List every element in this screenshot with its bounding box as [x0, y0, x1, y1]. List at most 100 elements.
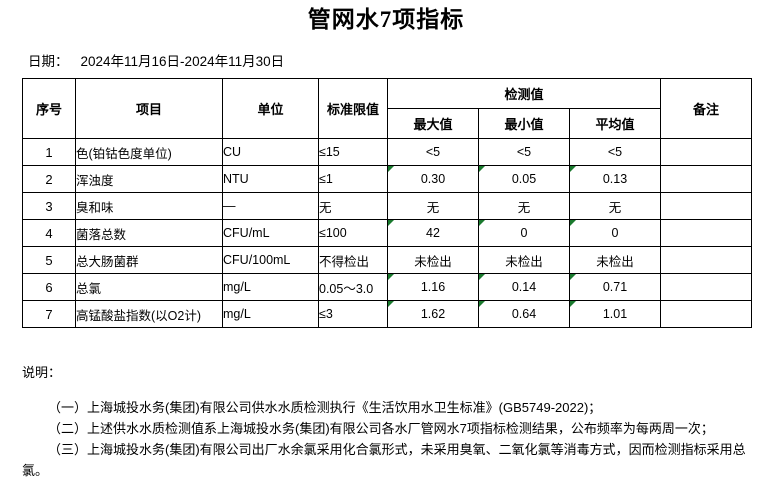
column-header-remark: 备注	[660, 78, 753, 139]
cell-remark	[660, 192, 753, 220]
cell-remark	[660, 138, 753, 166]
note-item: （二）上述供水水质检测值系上海城投水务(集团)有限公司各水厂管网水7项指标检测结…	[48, 421, 714, 437]
cell-avg-value: 1.01	[568, 300, 662, 328]
cell-remark	[660, 219, 753, 247]
table-row: 4 菌落总数 CFU/mL ≤100 42 0 0	[22, 219, 753, 247]
cell-min-value: 0.14	[478, 273, 570, 301]
table-row: 6 总氯 mg/L 0.05～3.0 1.16 0.14 0.71	[22, 273, 753, 301]
cell-item: 臭和味	[75, 192, 223, 220]
cell-max-value: 1.16	[387, 273, 479, 301]
table-row: 2 浑浊度 NTU ≤1 0.30 0.05 0.13	[22, 165, 753, 193]
cell-unit: —	[222, 192, 319, 220]
metrics-table-container: 序号 项目 单位 标准限值 检测值 备注 最大值 最小值 平均值 1 色(铂钴色度…	[0, 70, 772, 328]
date-label: 日期：	[28, 54, 69, 69]
notes-section: 说明： （一）上海城投水务(集团)有限公司供水水质检测执行《生活饮用水卫生标准》…	[0, 328, 772, 481]
cell-max-value: 无	[387, 192, 479, 220]
cell-max-value: 未检出	[387, 246, 479, 274]
cell-unit: mg/L	[222, 300, 319, 328]
table-row: 7 高锰酸盐指数(以O2计) mg/L ≤3 1.62 0.64 1.01	[22, 300, 753, 328]
column-header-min: 最小值	[478, 108, 570, 139]
cell-index: 6	[22, 273, 76, 301]
cell-index: 4	[22, 219, 76, 247]
note-item: （三）上海城投水务(集团)有限公司出厂水余氯采用化合氯形式，未采用臭氧、二氧化氯…	[22, 442, 746, 479]
cell-avg-value: 0.13	[568, 165, 662, 193]
table-header: 序号 项目 单位 标准限值 检测值 备注 最大值 最小值 平均值	[22, 78, 753, 139]
text-number-warning-icon	[570, 274, 576, 280]
cell-avg-value: <5	[568, 138, 662, 166]
cell-limit: ≤15	[318, 138, 388, 166]
cell-max-value: 42	[387, 219, 479, 247]
cell-min-value: <5	[478, 138, 570, 166]
cell-avg-value: 0	[568, 219, 662, 247]
table-header-row-2: 最大值 最小值 平均值	[23, 108, 752, 139]
cell-limit: 0.05～3.0	[318, 273, 388, 301]
cell-unit: CU	[222, 138, 319, 166]
text-number-warning-icon	[479, 220, 485, 226]
cell-index: 7	[22, 300, 76, 328]
column-header-index: 序号	[22, 78, 76, 139]
cell-item: 总氯	[75, 273, 223, 301]
cell-min-value: 0.05	[478, 165, 570, 193]
cell-avg-value: 无	[568, 192, 662, 220]
cell-item: 高锰酸盐指数(以O2计)	[75, 300, 223, 328]
table-row: 1 色(铂钴色度单位) CU ≤15 <5 <5 <5	[22, 138, 753, 166]
cell-unit: mg/L	[222, 273, 319, 301]
table-row: 5 总大肠菌群 CFU/100mL 不得检出 未检出 未检出 未检出	[22, 246, 753, 274]
cell-remark	[660, 300, 753, 328]
cell-index: 1	[22, 138, 76, 166]
cell-index: 3	[22, 192, 76, 220]
column-header-max: 最大值	[387, 108, 479, 139]
text-number-warning-icon	[388, 220, 394, 226]
table-row: 3 臭和味 — 无无无无	[22, 192, 753, 220]
cell-min-value: 无	[478, 192, 570, 220]
cell-avg-value: 0.71	[568, 273, 662, 301]
text-number-warning-icon	[388, 301, 394, 307]
cell-item: 色(铂钴色度单位)	[75, 138, 223, 166]
cell-min-value: 0	[478, 219, 570, 247]
column-header-avg: 平均值	[568, 108, 662, 139]
date-value: 2024年11月16日-2024年11月30日	[80, 54, 285, 69]
cell-unit: NTU	[222, 165, 319, 193]
cell-remark	[660, 273, 753, 301]
cell-item: 总大肠菌群	[75, 246, 223, 274]
cell-min-value: 未检出	[478, 246, 570, 274]
column-header-unit: 单位	[222, 78, 319, 139]
column-header-item: 项目	[75, 78, 223, 139]
column-header-measured-group: 检测值	[386, 78, 662, 109]
cell-item: 浑浊度	[75, 165, 223, 193]
cell-remark	[660, 165, 753, 193]
cell-item: 菌落总数	[75, 219, 223, 247]
text-number-warning-icon	[388, 274, 394, 280]
text-number-warning-icon	[479, 301, 485, 307]
cell-max-value: 0.30	[387, 165, 479, 193]
cell-unit: CFU/mL	[222, 219, 319, 247]
cell-avg-value: 未检出	[568, 246, 662, 274]
text-number-warning-icon	[570, 166, 576, 172]
metrics-table: 序号 项目 单位 标准限值 检测值 备注 最大值 最小值 平均值 1 色(铂钴色度…	[22, 78, 753, 328]
date-line: 日期： 2024年11月16日-2024年11月30日	[0, 31, 772, 70]
cell-limit: ≤1	[318, 165, 388, 193]
cell-index: 2	[22, 165, 76, 193]
cell-max-value: 1.62	[387, 300, 479, 328]
text-number-warning-icon	[479, 166, 485, 172]
cell-unit: CFU/100mL	[222, 246, 319, 274]
notes-list: （一）上海城投水务(集团)有限公司供水水质检测执行《生活饮用水卫生标准》(GB5…	[22, 397, 772, 481]
cell-min-value: 0.64	[478, 300, 570, 328]
cell-limit: ≤3	[318, 300, 388, 328]
text-number-warning-icon	[570, 301, 576, 307]
text-number-warning-icon	[388, 166, 394, 172]
text-number-warning-icon	[570, 220, 576, 226]
page-title: 管网水7项指标	[307, 7, 465, 32]
cell-remark	[660, 246, 753, 274]
table-body: 1 色(铂钴色度单位) CU ≤15 <5 <5 <5 2 浑浊度 NTU ≤1 0.30 0.05 0.…	[22, 138, 753, 328]
cell-index: 5	[22, 246, 76, 274]
cell-limit: 无	[318, 192, 388, 220]
cell-max-value: <5	[387, 138, 479, 166]
column-header-limit: 标准限值	[318, 78, 388, 139]
note-item: （一）上海城投水务(集团)有限公司供水水质检测执行《生活饮用水卫生标准》(GB5…	[48, 400, 602, 416]
text-number-warning-icon	[479, 274, 485, 280]
cell-limit: 不得检出	[318, 246, 388, 274]
notes-title: 说明：	[22, 365, 62, 380]
cell-limit: ≤100	[318, 219, 388, 247]
table-header-row-1: 序号 项目 单位 标准限值 检测值 备注	[22, 78, 753, 139]
